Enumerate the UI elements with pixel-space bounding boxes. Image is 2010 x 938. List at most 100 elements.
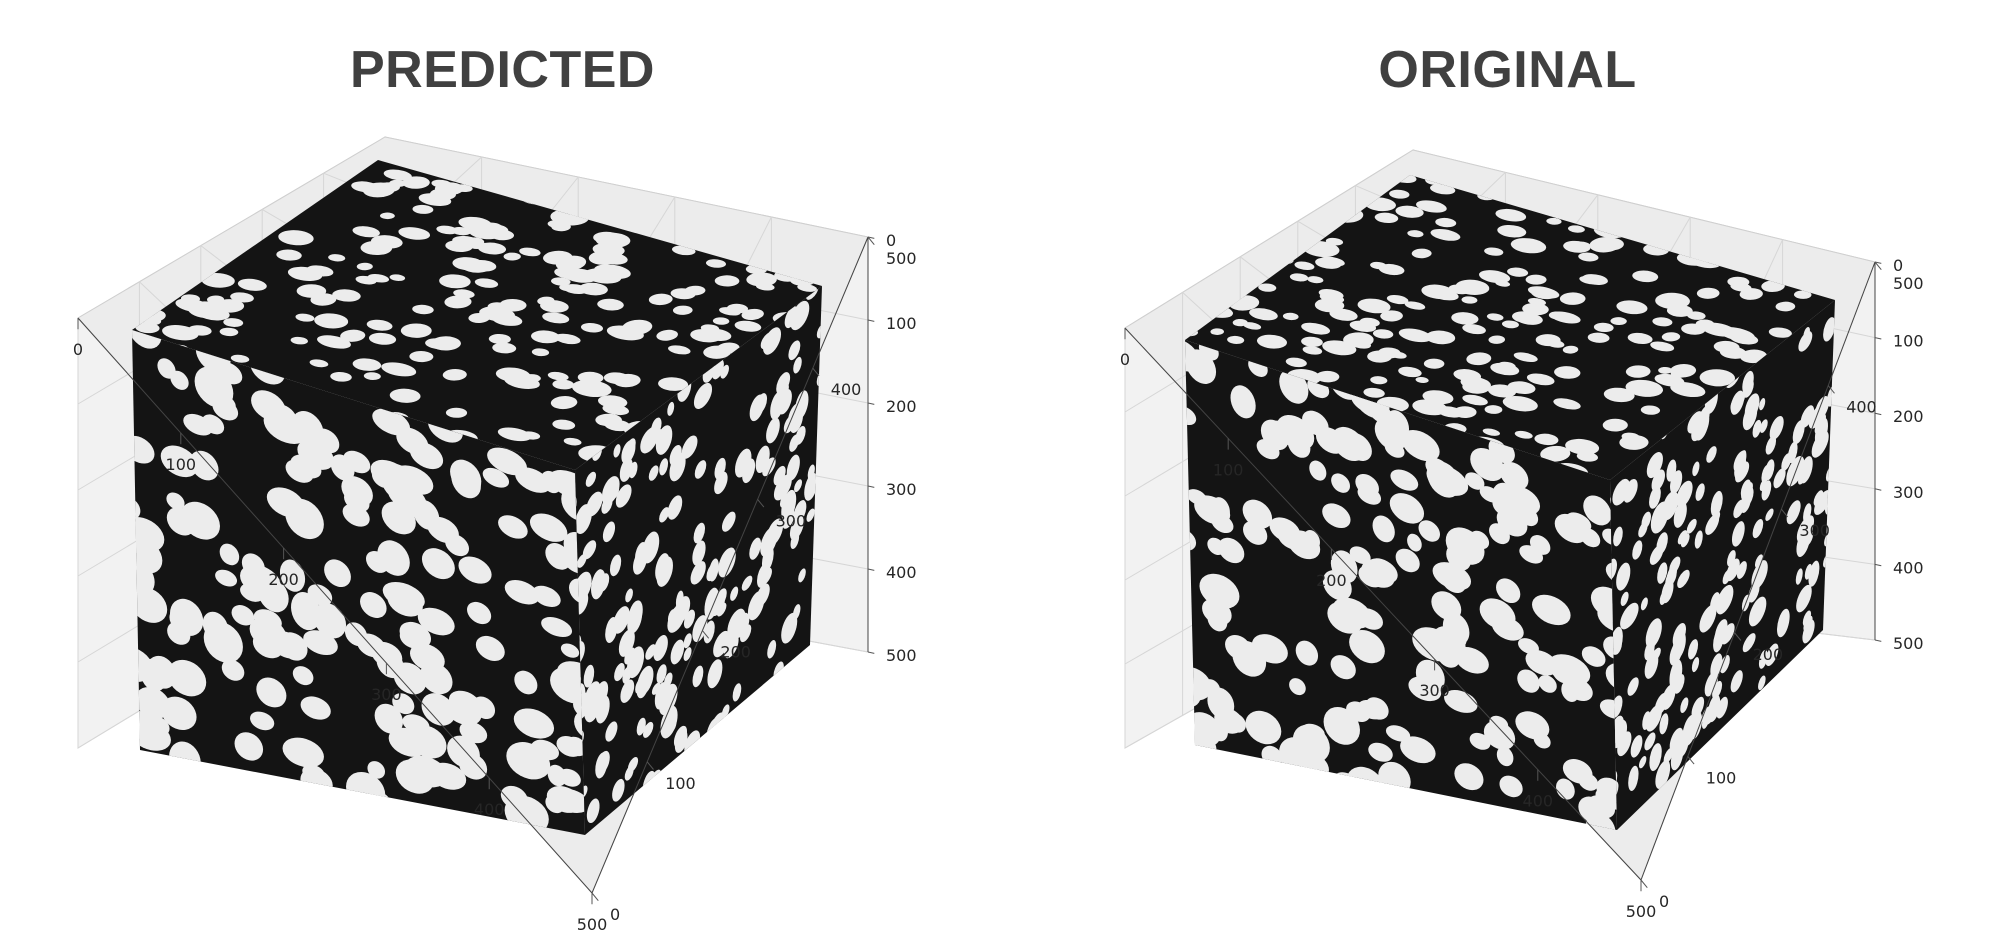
- grain: [1562, 759, 1593, 784]
- grain: [167, 621, 191, 645]
- x-axis-tick-label: 300: [371, 685, 402, 704]
- grain: [1587, 332, 1610, 343]
- grain: [1802, 619, 1815, 644]
- grain: [234, 732, 264, 761]
- grain: [1777, 608, 1790, 638]
- grain: [1218, 537, 1245, 564]
- grain: [504, 579, 540, 605]
- grain: [716, 602, 727, 617]
- grain: [1378, 263, 1405, 276]
- panel-predicted: PREDICTED 0 100 200 300 400 500 0 100 200 300 400 5…: [73, 41, 917, 934]
- grain: [550, 396, 578, 410]
- grain: [1687, 311, 1706, 320]
- panel-title: PREDICTED: [350, 41, 655, 99]
- grain: [1602, 418, 1628, 432]
- grain: [1227, 335, 1245, 344]
- grain: [1803, 326, 1810, 340]
- grain: [730, 586, 739, 601]
- grain: [1765, 436, 1777, 455]
- grain: [1727, 550, 1736, 567]
- grain: [1680, 697, 1689, 713]
- grain: [381, 362, 417, 377]
- grain: [703, 620, 715, 644]
- grain: [735, 448, 752, 478]
- grain: [560, 643, 580, 658]
- x-axis-tick-label: 200: [1316, 571, 1347, 590]
- grain: [1781, 453, 1792, 471]
- grain: [1507, 381, 1536, 394]
- grain: [683, 647, 692, 661]
- grain: [597, 395, 628, 409]
- grain: [412, 204, 434, 214]
- grain: [1656, 532, 1668, 555]
- grain: [132, 517, 148, 554]
- grain: [1775, 301, 1796, 312]
- grain: [653, 634, 668, 662]
- grain: [1466, 352, 1492, 366]
- grain: [1616, 300, 1648, 315]
- grain: [714, 471, 728, 495]
- grain: [1430, 184, 1456, 195]
- grain: [515, 467, 551, 493]
- grain: [1294, 261, 1315, 270]
- grain: [1650, 647, 1661, 663]
- grain: [1186, 489, 1208, 506]
- grain: [393, 662, 427, 695]
- grain: [1384, 441, 1405, 458]
- grain: [718, 547, 736, 578]
- grain: [488, 333, 511, 345]
- grain: [467, 240, 487, 249]
- y-axis-tick-label: 500: [886, 249, 917, 268]
- grain: [763, 327, 782, 355]
- y-axis-line: [1640, 261, 1876, 881]
- grain: [324, 559, 351, 588]
- grain: [555, 255, 587, 271]
- grain: [1498, 361, 1516, 370]
- grain: [506, 742, 551, 780]
- grain: [1538, 675, 1557, 693]
- y-axis-tick: [1827, 385, 1835, 394]
- grain: [663, 672, 673, 688]
- grain: [409, 350, 434, 363]
- grain: [1579, 528, 1601, 548]
- grain: [404, 755, 448, 788]
- grain: [287, 266, 323, 282]
- grain: [1676, 730, 1690, 758]
- grain: [529, 513, 568, 542]
- z-axis-tick: [1874, 412, 1882, 416]
- grain: [585, 471, 597, 487]
- grain: [1673, 674, 1685, 694]
- grain: [417, 607, 455, 636]
- grain: [642, 721, 654, 738]
- grain: [1349, 546, 1371, 565]
- grain: [794, 479, 803, 493]
- panel-original: ORIGINAL 0 100 200 300 400 500 0 100 200 300 400 50…: [1005, 0, 2010, 938]
- grain: [1701, 322, 1736, 337]
- grain: [371, 467, 394, 488]
- grain: [1814, 489, 1832, 515]
- grain: [1561, 680, 1579, 702]
- grain: [1752, 519, 1764, 539]
- grain: [1616, 562, 1631, 591]
- grain: [642, 531, 660, 564]
- z-axis-tick: [867, 568, 875, 571]
- grain: [1515, 312, 1543, 325]
- grain: [777, 381, 789, 402]
- grain: [684, 285, 706, 296]
- grain: [602, 521, 616, 543]
- grain: [1765, 508, 1774, 521]
- grain: [1412, 627, 1456, 662]
- grain: [1650, 341, 1675, 352]
- grain: [1484, 405, 1503, 414]
- grain: [1462, 394, 1488, 406]
- grain: [1733, 450, 1747, 472]
- y-axis-tick: [1687, 756, 1695, 765]
- grain: [418, 193, 452, 206]
- grain: [1548, 311, 1567, 320]
- grain: [187, 325, 212, 336]
- grain: [1540, 445, 1571, 462]
- y-axis-tick-label: 100: [1706, 768, 1737, 787]
- grain: [1625, 365, 1651, 378]
- grain: [1496, 746, 1514, 767]
- grain: [1646, 452, 1663, 479]
